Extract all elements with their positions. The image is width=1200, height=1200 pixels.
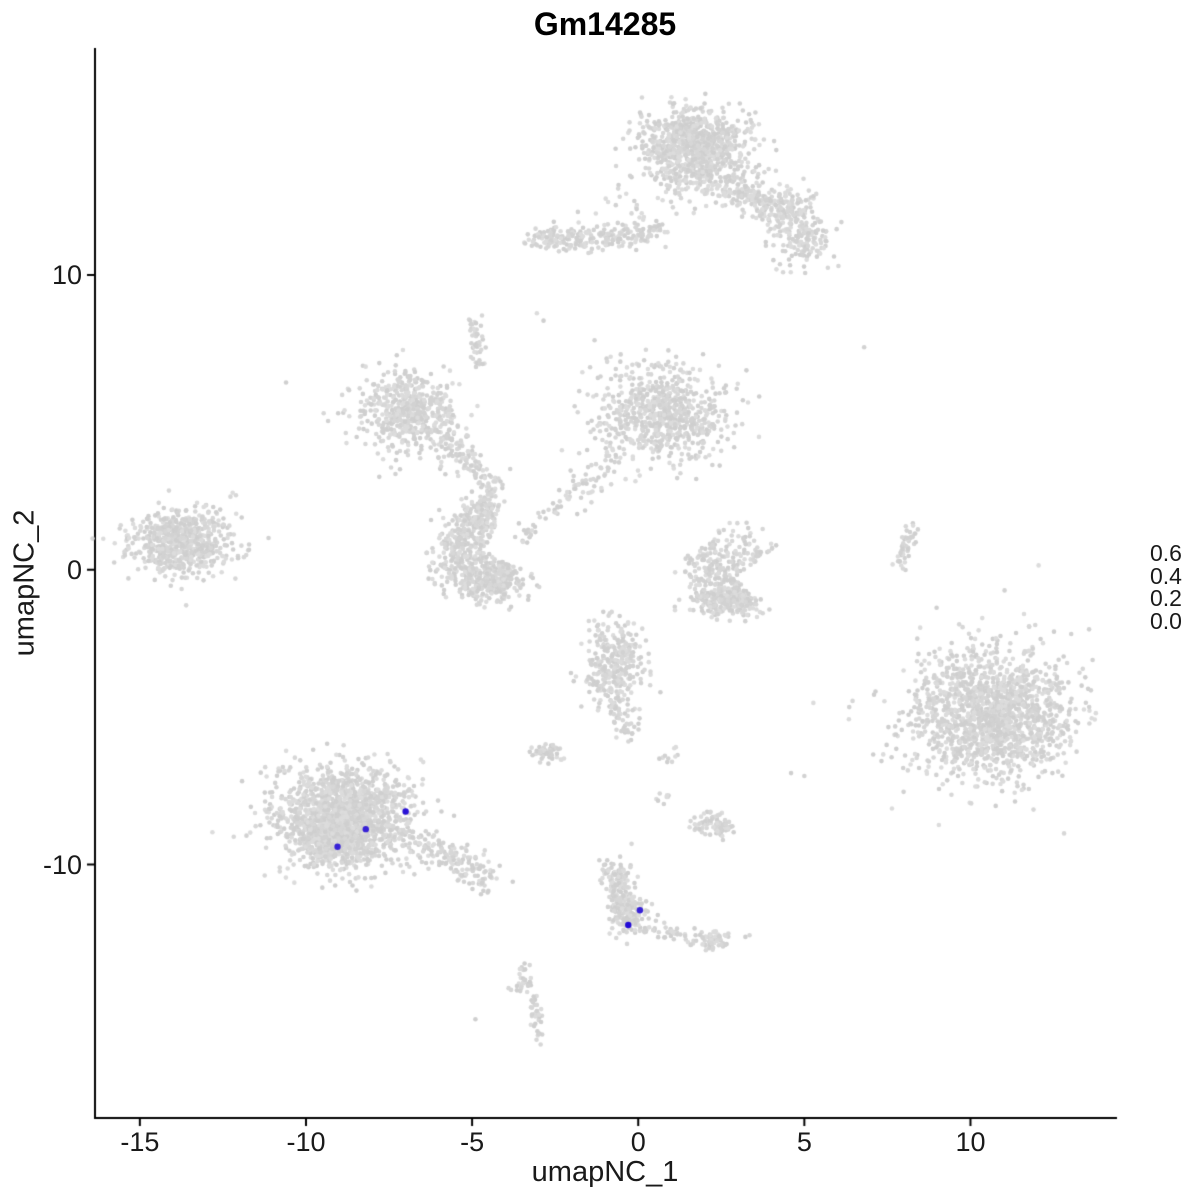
y-tick-label: 10 xyxy=(51,259,82,290)
legend-tick-label: 0.4 xyxy=(1150,562,1182,589)
x-tick-label: -15 xyxy=(120,1127,160,1157)
legend-tick-label: 0.0 xyxy=(1150,608,1182,634)
x-axis-label: umapNC_1 xyxy=(531,1156,679,1188)
x-tick-label: 10 xyxy=(955,1127,986,1157)
y-tick-label: 0 xyxy=(66,554,82,585)
x-tick-label: 5 xyxy=(796,1127,812,1157)
chart-title: Gm14285 xyxy=(533,6,677,42)
y-tick-label: -10 xyxy=(42,849,82,880)
legend-tick-label: 0.2 xyxy=(1150,585,1182,612)
x-tick-label: -10 xyxy=(286,1127,326,1157)
x-tick-label: 0 xyxy=(630,1127,646,1157)
x-tick-label: -5 xyxy=(460,1127,485,1157)
legend-tick-label: 0.6 xyxy=(1150,540,1182,566)
